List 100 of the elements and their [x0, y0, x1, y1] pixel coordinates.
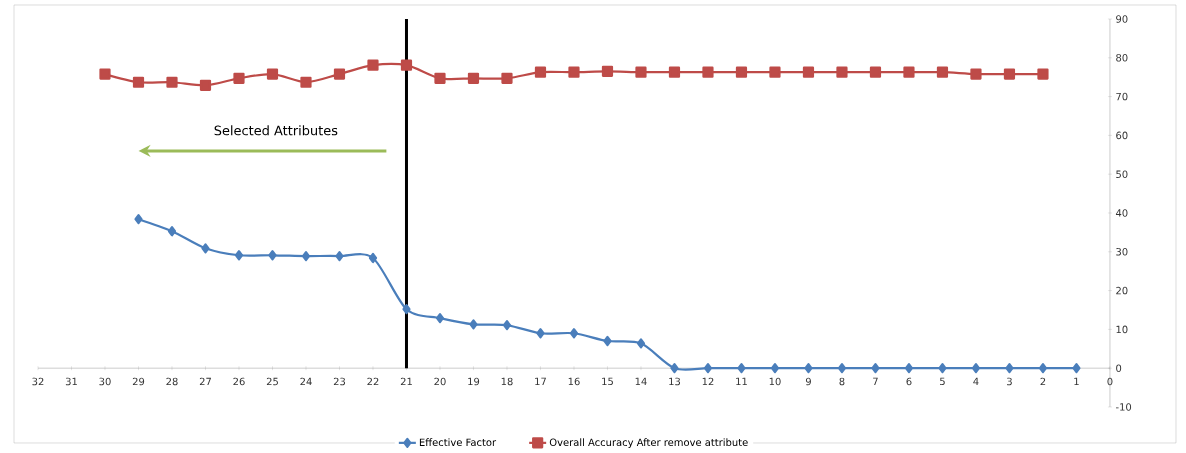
y-tick-label: 80	[1116, 54, 1128, 62]
x-tick-label: 22	[367, 377, 379, 386]
x-tick-label: 15	[602, 377, 613, 386]
x-tick-label: 10	[769, 377, 781, 386]
point	[502, 320, 512, 331]
point	[201, 243, 210, 254]
point	[804, 363, 813, 374]
point	[636, 338, 646, 349]
point	[234, 250, 244, 261]
x-tick-label: 25	[266, 377, 278, 386]
point	[536, 328, 545, 339]
x-tick-label: 0	[1107, 377, 1113, 386]
point	[735, 66, 748, 78]
x-tick-label: 1	[1074, 377, 1079, 385]
y-tick-label: 0	[1116, 364, 1122, 372]
point	[335, 250, 344, 262]
point	[670, 363, 679, 374]
x-tick-label: 17	[535, 377, 546, 385]
point	[469, 319, 478, 330]
point	[268, 250, 277, 261]
x-tick-label: 14	[635, 377, 647, 385]
point	[167, 226, 177, 237]
x-tick-label: 21	[400, 377, 412, 386]
annotation: Selected Attributes	[214, 125, 338, 136]
x-tick-label: 7	[873, 377, 878, 385]
x-tick-label: 13	[669, 377, 681, 386]
point	[737, 363, 746, 374]
x-tick-label: 4	[973, 377, 979, 385]
y-tick-label: 30	[1116, 248, 1128, 256]
x-tick-label: 28	[166, 377, 178, 386]
point	[938, 363, 947, 374]
point	[703, 363, 713, 374]
point	[402, 304, 411, 315]
point	[603, 335, 612, 347]
x-tick-label: 6	[906, 377, 912, 386]
point	[367, 59, 379, 71]
point	[266, 68, 279, 80]
legend-label: Effective Factor	[419, 438, 497, 447]
x-tick-label: 32	[32, 377, 44, 386]
x-tick-label: 29	[132, 377, 145, 386]
point	[132, 76, 145, 88]
y-tick-label: 50	[1116, 170, 1128, 178]
point	[300, 76, 312, 88]
y-tick-label: 90	[1116, 15, 1128, 23]
x-tick-label: 3	[1007, 377, 1012, 386]
point	[837, 363, 847, 374]
point	[1072, 363, 1081, 374]
point	[836, 66, 848, 78]
x-tick-label: 18	[501, 377, 513, 386]
point	[400, 59, 413, 71]
x-tick-label: 2	[1040, 377, 1046, 386]
point	[1005, 363, 1014, 374]
y-tick-label: 40	[1115, 209, 1128, 217]
point	[368, 252, 378, 264]
point	[769, 66, 781, 78]
point	[635, 66, 647, 78]
legend-label: Overall Accuracy After remove attribute	[549, 438, 748, 448]
point	[871, 363, 880, 374]
point	[134, 214, 143, 225]
point	[467, 72, 480, 84]
point	[435, 313, 445, 324]
point	[970, 68, 982, 80]
point	[333, 68, 346, 80]
x-tick-label: 16	[568, 377, 580, 386]
point	[869, 66, 882, 78]
x-tick-label: 5	[940, 377, 945, 386]
point	[971, 363, 981, 374]
x-tick-label: 27	[199, 377, 211, 386]
y-tick-label: -10	[1115, 403, 1132, 411]
x-tick-label: 24	[300, 377, 312, 386]
point	[601, 65, 614, 77]
x-tick-label: 11	[736, 377, 747, 385]
x-tick-label: 31	[65, 377, 77, 386]
y-tick-label: 60	[1116, 131, 1128, 140]
y-tick-label: 10	[1116, 325, 1128, 334]
x-tick-label: 9	[805, 377, 811, 386]
point	[534, 66, 547, 78]
point	[802, 66, 815, 78]
point	[1003, 68, 1016, 80]
point	[233, 72, 245, 84]
x-tick-label: 26	[233, 377, 245, 386]
point	[301, 250, 311, 262]
point	[434, 72, 446, 84]
point	[770, 363, 780, 374]
point	[903, 66, 915, 78]
x-tick-label: 19	[468, 377, 480, 386]
point	[99, 68, 111, 80]
point	[199, 79, 212, 91]
x-tick-label: 20	[434, 377, 446, 386]
point	[1038, 363, 1048, 374]
point	[1037, 68, 1049, 80]
point	[569, 328, 579, 339]
x-tick-label: 23	[333, 377, 346, 386]
x-tick-label: 12	[702, 377, 714, 386]
point	[668, 66, 681, 78]
point	[166, 76, 178, 88]
point	[904, 363, 914, 374]
x-tick-label: 30	[99, 377, 111, 386]
x-tick-label: 8	[839, 377, 845, 386]
point	[501, 72, 513, 84]
